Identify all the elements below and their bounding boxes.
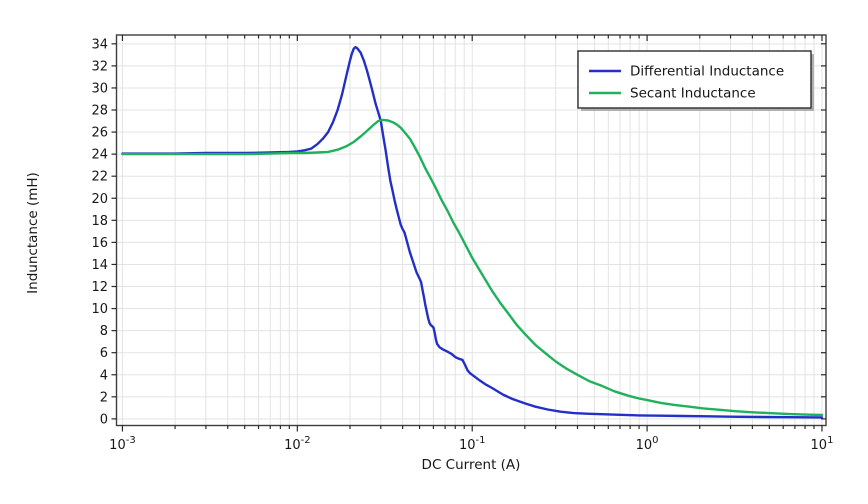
y-tick-label: 14 bbox=[91, 258, 108, 273]
y-tick-label: 28 bbox=[91, 104, 108, 119]
y-tick-label: 10 bbox=[91, 302, 108, 317]
y-tick-label: 34 bbox=[91, 37, 108, 52]
axis-ticks bbox=[111, 35, 826, 432]
y-tick-label: 32 bbox=[91, 59, 108, 74]
x-tick-labels: 10-3 10-2 10-1 100 101 bbox=[109, 435, 833, 453]
legend-label: Differential Inductance bbox=[630, 64, 784, 80]
y-tick-label: 26 bbox=[91, 126, 108, 141]
series-line-secant-inductance bbox=[121, 118, 824, 417]
y-tick-label: 20 bbox=[91, 192, 108, 207]
y-tick-label: 22 bbox=[91, 170, 108, 185]
data-series bbox=[121, 45, 824, 419]
y-axis-title: Indunctance (mH) bbox=[25, 172, 41, 294]
y-tick-label: 18 bbox=[91, 214, 108, 229]
legend-box bbox=[577, 50, 812, 109]
x-tick-label: 10-1 bbox=[459, 435, 486, 453]
legend-label: Secant Inductance bbox=[630, 86, 756, 102]
plot-frame bbox=[115, 34, 827, 427]
series-line-differential-inductance bbox=[121, 45, 824, 419]
y-tick-label: 6 bbox=[100, 346, 108, 361]
y-tick-label: 30 bbox=[91, 81, 108, 96]
y-tick-label: 8 bbox=[100, 324, 108, 339]
y-tick-label: 2 bbox=[100, 390, 108, 405]
y-tick-label: 4 bbox=[100, 368, 108, 383]
y-tick-label: 0 bbox=[100, 412, 108, 427]
x-tick-label: 101 bbox=[811, 435, 834, 453]
y-tick-label: 16 bbox=[91, 236, 108, 251]
legend: Differential Inductance Secant Inductance bbox=[577, 50, 814, 111]
y-tick-label: 12 bbox=[91, 280, 108, 295]
x-tick-label: 100 bbox=[636, 435, 659, 453]
y-tick-label: 24 bbox=[91, 148, 108, 163]
x-tick-label: 10-3 bbox=[109, 435, 136, 453]
x-tick-label: 10-2 bbox=[284, 435, 311, 453]
x-axis-title: DC Current (A) bbox=[422, 457, 521, 473]
